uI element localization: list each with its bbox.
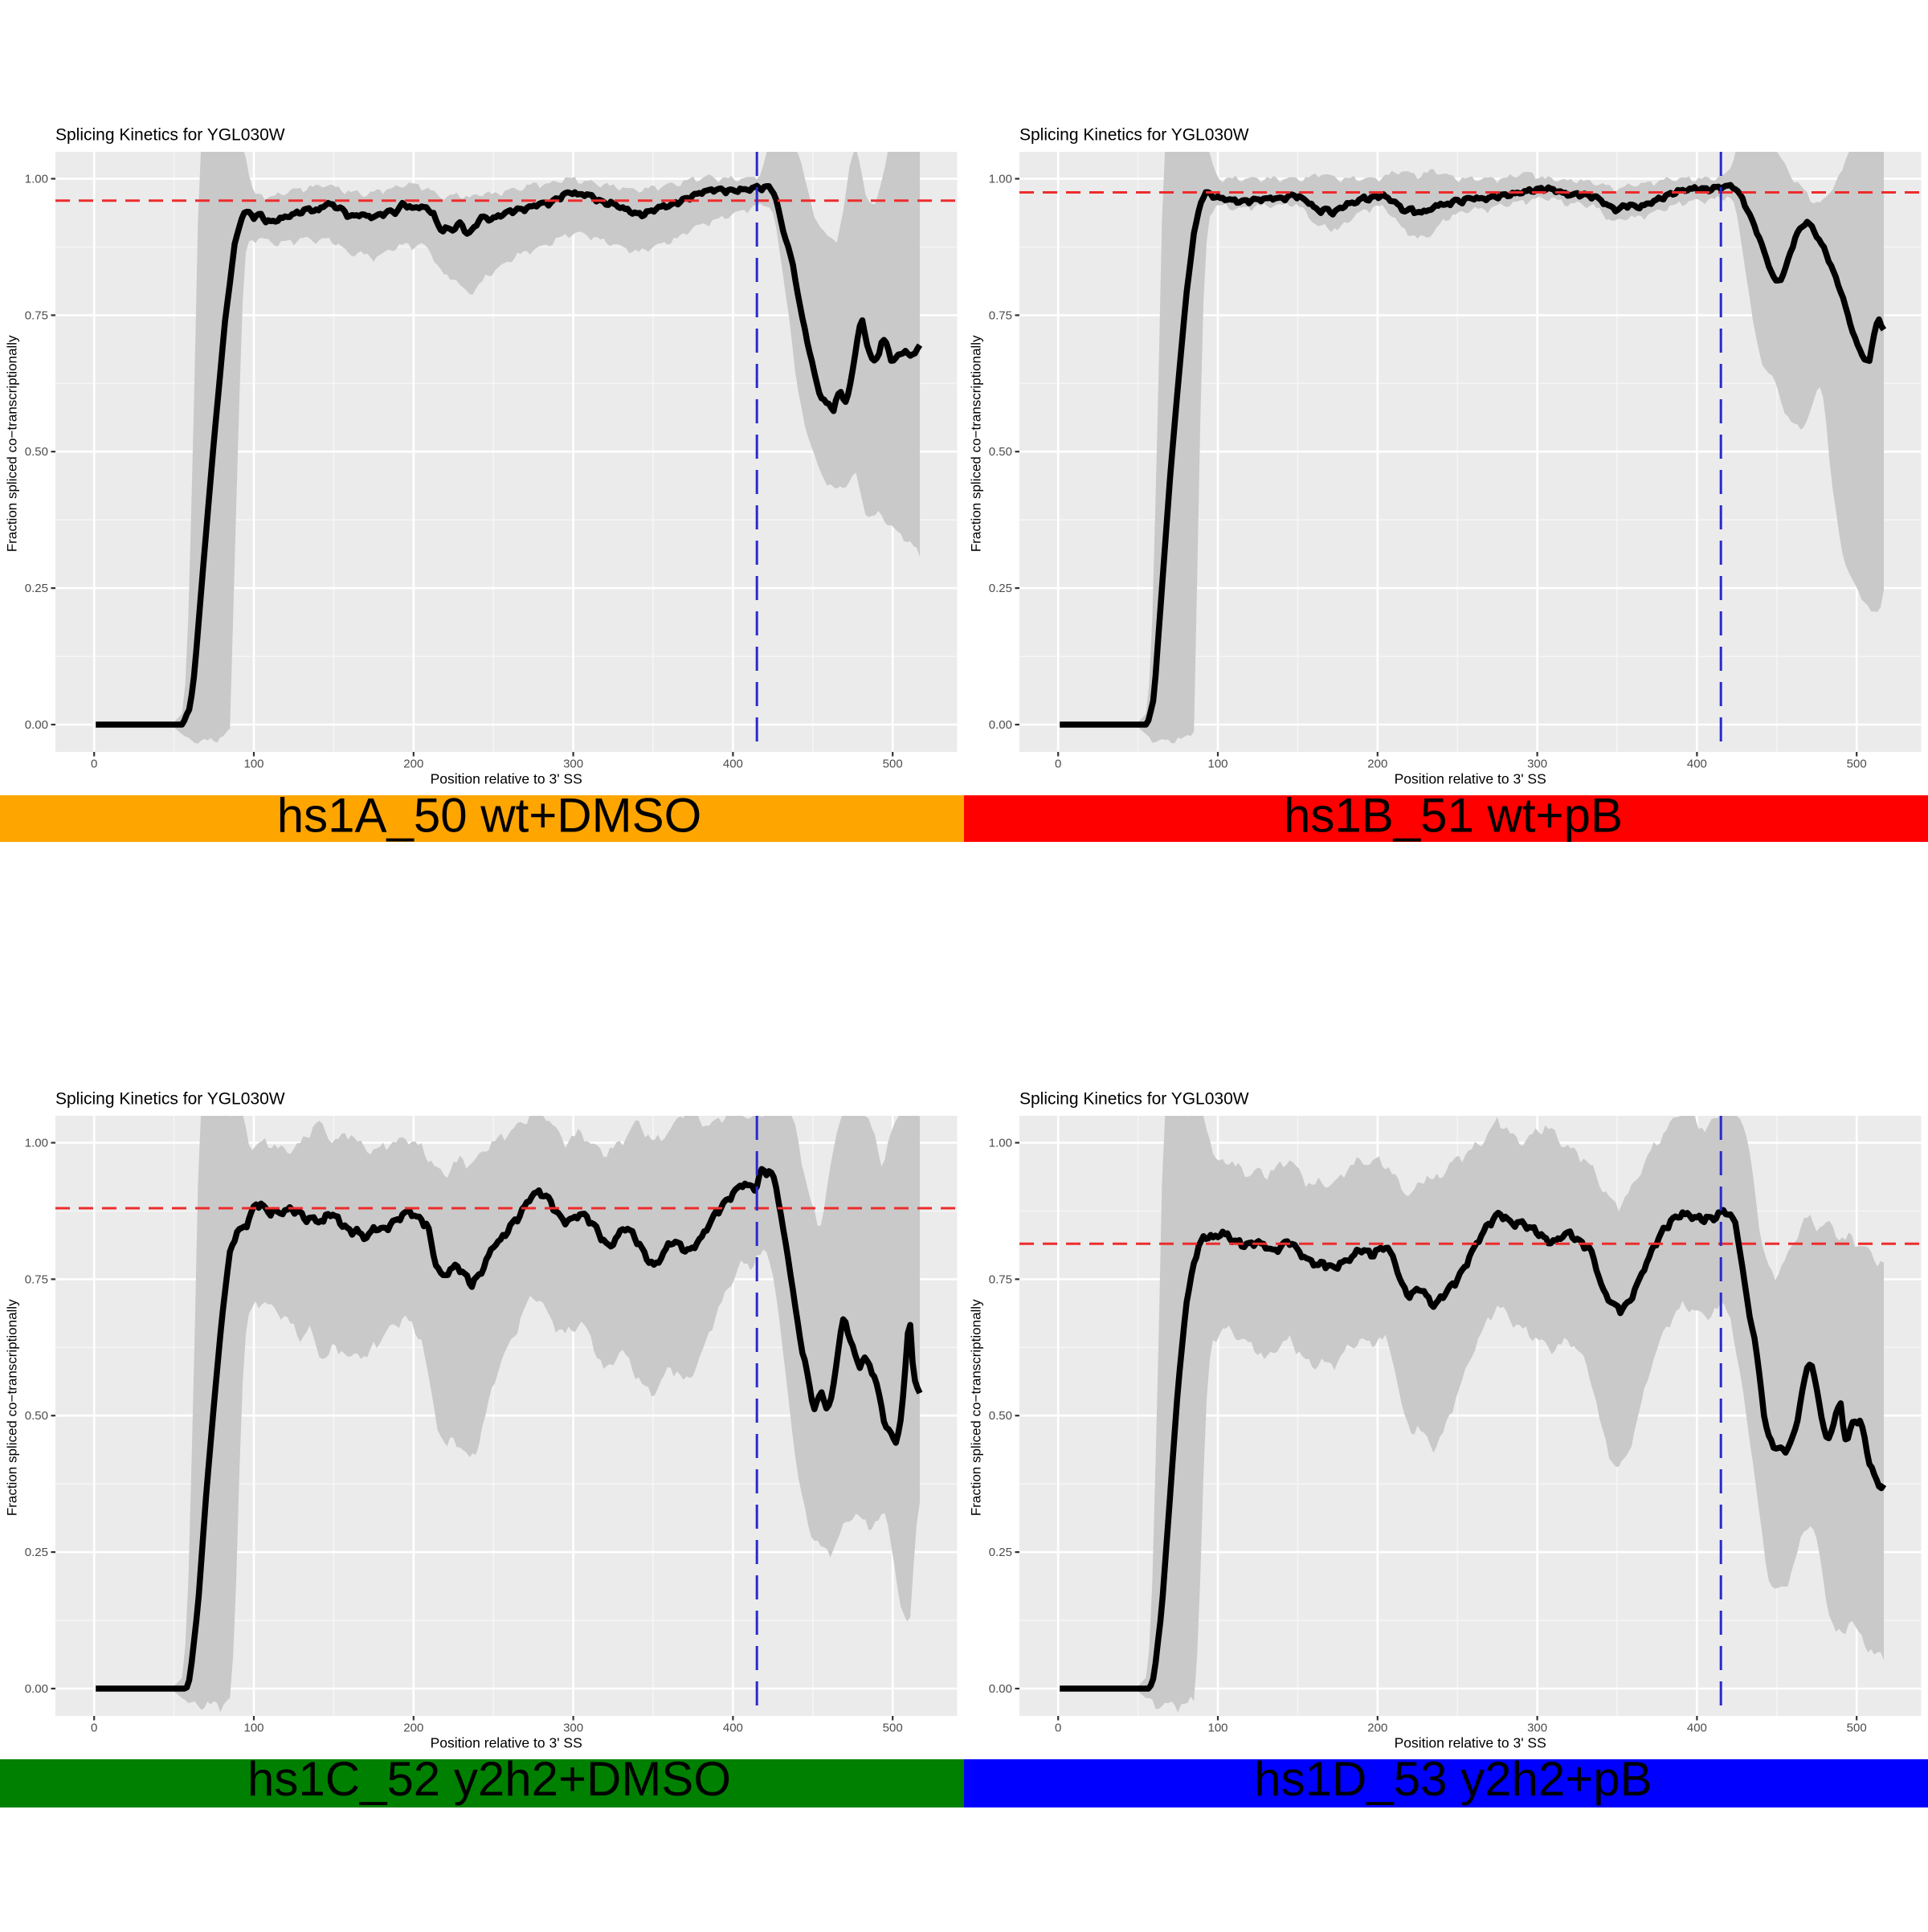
- svg-text:0.00: 0.00: [25, 718, 48, 732]
- svg-text:hs1C_52 y2h2+DMSO: hs1C_52 y2h2+DMSO: [247, 1752, 731, 1806]
- svg-text:400: 400: [1687, 757, 1707, 770]
- svg-text:0.25: 0.25: [25, 582, 48, 595]
- svg-text:300: 300: [563, 757, 583, 770]
- svg-text:100: 100: [243, 1721, 263, 1734]
- svg-text:100: 100: [243, 757, 263, 770]
- svg-text:0.00: 0.00: [989, 1682, 1012, 1696]
- svg-text:400: 400: [723, 757, 743, 770]
- svg-text:0.75: 0.75: [25, 1272, 48, 1286]
- svg-text:0.25: 0.25: [25, 1546, 48, 1559]
- svg-text:Position relative to 3' SS: Position relative to 3' SS: [431, 770, 582, 786]
- svg-text:Splicing Kinetics for YGL030W: Splicing Kinetics for YGL030W: [55, 1090, 285, 1109]
- svg-text:300: 300: [563, 1721, 583, 1734]
- svg-text:Fraction spliced co−transcript: Fraction spliced co−transcriptionally: [5, 335, 20, 552]
- svg-text:0: 0: [91, 1721, 97, 1734]
- svg-text:100: 100: [1207, 1721, 1227, 1734]
- svg-text:Position relative to 3' SS: Position relative to 3' SS: [1395, 770, 1546, 786]
- svg-text:500: 500: [1847, 1721, 1867, 1734]
- svg-text:100: 100: [1207, 757, 1227, 770]
- svg-text:300: 300: [1527, 757, 1547, 770]
- svg-text:200: 200: [403, 757, 423, 770]
- svg-text:Position relative to 3' SS: Position relative to 3' SS: [1395, 1734, 1546, 1750]
- svg-text:Position relative to 3' SS: Position relative to 3' SS: [431, 1734, 582, 1750]
- svg-text:0.50: 0.50: [25, 445, 48, 459]
- svg-text:400: 400: [1687, 1721, 1707, 1734]
- svg-text:300: 300: [1527, 1721, 1547, 1734]
- svg-text:Splicing Kinetics for YGL030W: Splicing Kinetics for YGL030W: [1019, 1090, 1249, 1109]
- svg-text:0.25: 0.25: [989, 1546, 1012, 1559]
- svg-text:0.50: 0.50: [989, 1409, 1012, 1423]
- svg-text:0.75: 0.75: [25, 308, 48, 322]
- svg-text:hs1A_50 wt+DMSO: hs1A_50 wt+DMSO: [277, 789, 702, 843]
- svg-text:0.75: 0.75: [989, 308, 1012, 322]
- svg-text:200: 200: [1367, 1721, 1387, 1734]
- svg-text:0: 0: [1055, 757, 1061, 770]
- svg-text:400: 400: [723, 1721, 743, 1734]
- svg-text:hs1D_53 y2h2+pB: hs1D_53 y2h2+pB: [1254, 1752, 1652, 1806]
- svg-text:Fraction spliced co−transcript: Fraction spliced co−transcriptionally: [5, 1299, 20, 1516]
- svg-text:Splicing Kinetics for YGL030W: Splicing Kinetics for YGL030W: [55, 126, 285, 145]
- svg-text:0.00: 0.00: [989, 718, 1012, 732]
- svg-text:1.00: 1.00: [989, 1137, 1012, 1150]
- svg-text:500: 500: [883, 1721, 903, 1734]
- svg-text:200: 200: [403, 1721, 423, 1734]
- svg-text:0.75: 0.75: [989, 1272, 1012, 1286]
- svg-text:500: 500: [1847, 757, 1867, 770]
- svg-text:1.00: 1.00: [25, 173, 48, 186]
- svg-text:hs1B_51 wt+pB: hs1B_51 wt+pB: [1284, 789, 1623, 843]
- svg-text:0.50: 0.50: [989, 445, 1012, 459]
- svg-text:0: 0: [91, 757, 97, 770]
- svg-text:0.00: 0.00: [25, 1682, 48, 1696]
- svg-text:1.00: 1.00: [989, 173, 1012, 186]
- svg-text:200: 200: [1367, 757, 1387, 770]
- svg-text:Splicing Kinetics for YGL030W: Splicing Kinetics for YGL030W: [1019, 126, 1249, 145]
- svg-text:Fraction spliced co−transcript: Fraction spliced co−transcriptionally: [969, 1299, 984, 1516]
- svg-text:500: 500: [883, 757, 903, 770]
- svg-text:0.50: 0.50: [25, 1409, 48, 1423]
- svg-text:1.00: 1.00: [25, 1137, 48, 1150]
- svg-text:Fraction spliced co−transcript: Fraction spliced co−transcriptionally: [969, 335, 984, 552]
- svg-text:0.25: 0.25: [989, 582, 1012, 595]
- svg-text:0: 0: [1055, 1721, 1061, 1734]
